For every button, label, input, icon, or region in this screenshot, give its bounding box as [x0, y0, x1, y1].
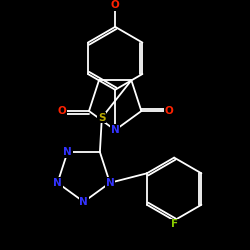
Text: N: N [63, 147, 72, 157]
Text: O: O [164, 106, 173, 116]
Text: N: N [111, 125, 120, 135]
Text: O: O [57, 106, 66, 116]
Text: N: N [79, 197, 88, 207]
Text: F: F [170, 220, 178, 230]
Text: N: N [53, 178, 62, 188]
Text: S: S [98, 113, 106, 123]
Text: N: N [106, 178, 114, 188]
Text: O: O [111, 0, 120, 10]
